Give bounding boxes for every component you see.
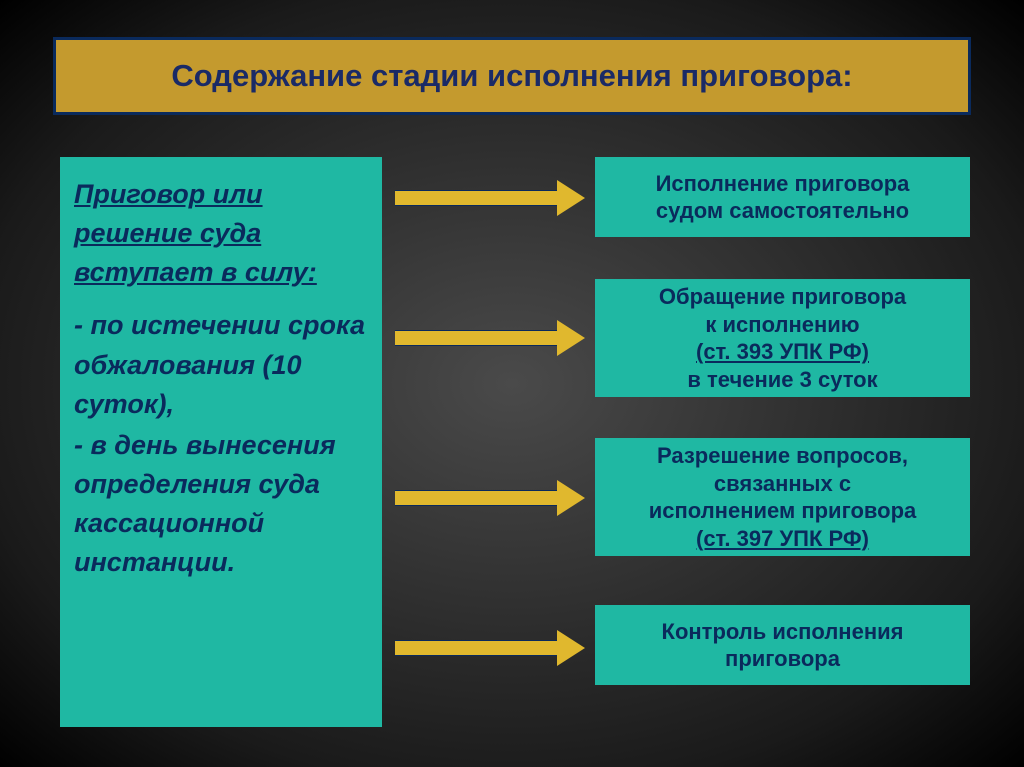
right-box-3: Контроль исполненияприговора <box>595 605 970 685</box>
right-box-1: Обращение приговорак исполнению(ст. 393 … <box>595 279 970 397</box>
right-box-line: к исполнению <box>705 311 859 339</box>
right-box-line: Разрешение вопросов, <box>657 442 908 470</box>
arrow-head-icon <box>557 180 585 216</box>
right-box-0: Исполнение приговорасудом самостоятельно <box>595 157 970 237</box>
left-header: Приговор или решение суда вступает в сил… <box>74 175 368 292</box>
title-box: Содержание стадии исполнения приговора: <box>53 37 971 115</box>
right-box-2: Разрешение вопросов,связанных сисполнени… <box>595 438 970 556</box>
right-box-line: Исполнение приговора <box>656 170 910 198</box>
arrow-3 <box>395 630 585 666</box>
arrow-shaft-icon <box>395 640 557 656</box>
right-box-line: (ст. 393 УПК РФ) <box>696 338 869 366</box>
title-text: Содержание стадии исполнения приговора: <box>171 58 852 94</box>
arrow-head-icon <box>557 630 585 666</box>
arrow-head-icon <box>557 480 585 516</box>
arrow-shaft-icon <box>395 190 557 206</box>
right-box-line: (ст. 397 УПК РФ) <box>696 525 869 553</box>
right-box-line: приговора <box>725 645 840 673</box>
right-box-line: в течение 3 суток <box>687 366 877 394</box>
right-box-line: исполнением приговора <box>649 497 917 525</box>
arrow-2 <box>395 480 585 516</box>
left-source-box: Приговор или решение суда вступает в сил… <box>60 157 382 727</box>
right-box-line: судом самостоятельно <box>656 197 909 225</box>
arrow-shaft-icon <box>395 490 557 506</box>
right-box-line: Обращение приговора <box>659 283 906 311</box>
right-box-line: Контроль исполнения <box>662 618 904 646</box>
arrow-shaft-icon <box>395 330 557 346</box>
right-box-line: связанных с <box>714 470 851 498</box>
arrow-head-icon <box>557 320 585 356</box>
arrow-0 <box>395 180 585 216</box>
left-item-0: - по истечении срока обжалования (10 сут… <box>74 306 368 423</box>
arrow-1 <box>395 320 585 356</box>
left-item-1: - в день вынесения определения суда касс… <box>74 426 368 583</box>
